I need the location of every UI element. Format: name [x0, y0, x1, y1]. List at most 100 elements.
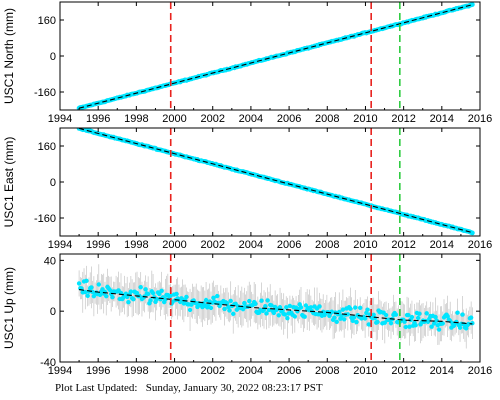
x-tick-label: 2006: [277, 113, 301, 125]
data-point: [434, 318, 439, 323]
x-tick-label: 1996: [86, 365, 110, 377]
data-point: [247, 298, 252, 304]
data-point: [341, 317, 347, 322]
data-point: [469, 230, 475, 236]
x-tick-label: 2006: [277, 239, 301, 251]
data-point: [107, 287, 113, 293]
data-point: [350, 318, 355, 324]
data-point: [308, 305, 314, 310]
data-point: [227, 308, 232, 313]
x-tick-label: 2010: [353, 113, 377, 125]
y-tick-label: -160: [34, 87, 56, 99]
data-point: [259, 298, 264, 303]
data-point: [351, 315, 357, 320]
x-tick-label: 1994: [48, 239, 72, 251]
data-point: [415, 315, 421, 321]
data-point: [150, 290, 156, 296]
x-tick-label: 2010: [353, 365, 377, 377]
data-point: [266, 307, 272, 313]
data-point: [470, 321, 475, 326]
data-point: [460, 312, 465, 317]
data-point: [345, 312, 351, 317]
x-tick-label: 2008: [315, 113, 339, 125]
x-tick-label: 2016: [468, 113, 492, 125]
data-point: [375, 319, 380, 325]
data-point: [208, 305, 214, 311]
panel-1: 1994 1996 1998 2000 2002 2004 2006 2008 2010 2012…: [2, 1, 492, 125]
data-point: [403, 324, 408, 330]
plot-area: [76, 2, 475, 110]
x-tick-label: 1996: [86, 113, 110, 125]
data-point: [298, 305, 304, 310]
footer-label: Plot Last Updated:: [55, 382, 138, 394]
data-point: [253, 301, 258, 306]
data-point: [222, 306, 227, 312]
data-point: [224, 301, 230, 306]
x-tick-label: 2014: [430, 113, 454, 125]
data-point: [168, 293, 173, 299]
data-point: [407, 324, 412, 329]
data-point: [457, 325, 463, 330]
data-point: [163, 297, 168, 302]
data-point: [431, 321, 437, 326]
x-tick-label: 2002: [200, 239, 224, 251]
data-point: [393, 312, 399, 317]
x-tick-label: 2006: [277, 365, 301, 377]
data-point: [388, 321, 394, 326]
footer-timestamp: Sunday, January 30, 2022 08:23:17 PST: [145, 382, 323, 394]
data-point: [214, 293, 220, 299]
data-point: [292, 314, 298, 319]
data-point: [287, 303, 293, 309]
data-point: [143, 287, 148, 292]
data-point: [317, 304, 322, 309]
data-point: [154, 296, 159, 302]
x-tick-label: 2004: [239, 365, 263, 377]
x-tick-label: 2000: [162, 113, 186, 125]
data-point: [159, 288, 164, 293]
x-tick-label: 2012: [391, 239, 415, 251]
x-tick-label: 2004: [239, 113, 263, 125]
data-point: [126, 299, 131, 305]
x-tick-label: 2002: [200, 113, 224, 125]
data-point: [85, 293, 90, 299]
trend-line: [78, 128, 473, 234]
data-point: [242, 300, 247, 306]
data-point: [354, 319, 359, 325]
data-point: [371, 312, 376, 317]
data-point: [383, 312, 389, 318]
x-tick-label: 2002: [200, 365, 224, 377]
data-point: [339, 313, 344, 318]
data-point: [348, 306, 353, 311]
data-point: [463, 326, 469, 331]
data-point: [417, 311, 422, 316]
x-tick-label: 1994: [48, 113, 72, 125]
y-axis-label: USC1 North (mm): [2, 8, 16, 104]
data-point: [340, 307, 346, 312]
data-point: [285, 315, 290, 321]
data-point: [468, 315, 474, 320]
y-tick-label: 0: [50, 177, 56, 189]
data-point: [353, 305, 358, 310]
data-point: [469, 2, 475, 7]
data-point: [89, 285, 94, 290]
panel-3: 1994 1996 1998 2000 2002 2004 2006 2008 2010 2012…: [2, 253, 492, 377]
data-point: [332, 315, 337, 320]
data-point: [264, 311, 269, 316]
data-point: [466, 321, 471, 327]
data-point: [84, 278, 89, 284]
data-point: [110, 294, 115, 300]
data-point: [138, 284, 143, 290]
data-point: [189, 302, 194, 307]
data-point: [230, 311, 236, 317]
data-point: [265, 298, 270, 303]
x-tick-label: 2012: [391, 113, 415, 125]
data-point: [96, 282, 102, 287]
data-point: [365, 307, 370, 312]
data-point: [263, 303, 268, 309]
plot-area: [76, 254, 475, 362]
y-axis-label: USC1 East (mm): [2, 137, 16, 228]
y-tick-label: -40: [40, 357, 56, 369]
data-point: [277, 305, 283, 310]
data-point: [372, 315, 378, 321]
